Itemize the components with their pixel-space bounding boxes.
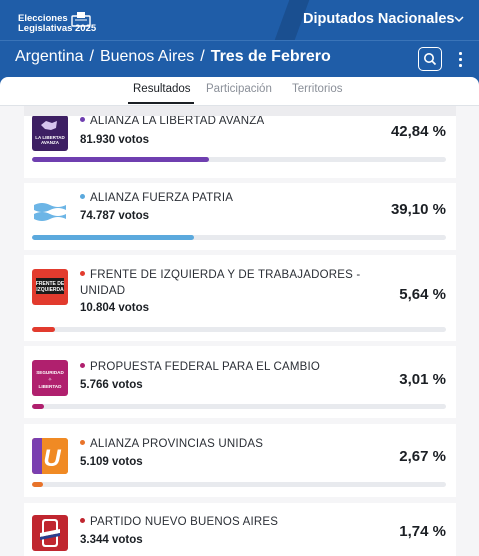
chevron-down-icon[interactable] — [454, 14, 464, 24]
chamber-selector[interactable]: Diputados Nacionales — [303, 11, 455, 27]
vote-count: 5.766 votos — [80, 379, 143, 391]
tab-bar: Resultados Participación Territorios — [0, 77, 479, 105]
result-card[interactable]: ALIANZA FUERZA PATRIA 74.787 votos 39,10… — [24, 183, 456, 250]
election-brand-logo[interactable]: Elecciones Legislativas 2025 — [18, 14, 100, 34]
party-logo-provincias-unidas: U — [32, 438, 68, 474]
svg-text:U: U — [43, 445, 61, 472]
result-card[interactable]: U ALIANZA PROVINCIAS UNIDAS 5.109 votos … — [24, 424, 456, 497]
fit-logo-text-1: FRENTE DE — [36, 281, 65, 287]
party-name-text: PARTIDO NUEVO BUENOS AIRES — [90, 516, 279, 528]
search-button[interactable] — [418, 47, 442, 71]
vote-bar-track — [32, 404, 446, 409]
search-icon — [424, 53, 437, 66]
fit-logo-text-2: IZQUIERDA — [36, 287, 64, 293]
vote-bar-track — [32, 482, 446, 487]
breadcrumb-separator: / — [200, 48, 205, 65]
party-logo-propuesta-federal: SEGURIDAD ✧ LIBERTAD — [32, 360, 68, 396]
party-logo-nuevo-buenos-aires — [32, 515, 68, 551]
party-name: ALIANZA LA LIBERTAD AVANZA — [80, 113, 370, 129]
pf-logo-text-2: LIBERTAD — [39, 384, 63, 389]
breadcrumb-separator: / — [89, 48, 94, 65]
vote-count: 5.109 votos — [80, 456, 143, 468]
party-name: ALIANZA PROVINCIAS UNIDAS — [80, 436, 370, 452]
brand-line1: Elecciones — [18, 13, 68, 24]
party-name-text: PROPUESTA FEDERAL PARA EL CAMBIO — [90, 361, 321, 373]
party-logo-lla: LA LIBERTAD AVANZA — [32, 115, 68, 151]
party-color-dot — [80, 271, 85, 276]
pf-logo-text-1: SEGURIDAD — [36, 370, 64, 375]
party-color-dot — [80, 194, 85, 199]
party-name-text: ALIANZA LA LIBERTAD AVANZA — [90, 115, 265, 127]
vote-count: 10.804 votos — [80, 302, 150, 314]
vote-bar-track — [32, 235, 446, 240]
tabs-divider — [0, 105, 479, 106]
party-name: ALIANZA FUERZA PATRIA — [80, 190, 370, 206]
header-top-bar: Elecciones Legislativas 2025 Diputados N… — [0, 0, 479, 40]
tab-resultados[interactable]: Resultados — [133, 83, 191, 95]
party-logo-fit: FRENTE DE IZQUIERDA — [32, 269, 68, 305]
svg-text:✧: ✧ — [48, 377, 52, 383]
vote-percentage: 3,01 % — [399, 371, 446, 388]
nuevo-ba-logo-icon — [40, 519, 60, 547]
party-name: FRENTE DE IZQUIERDA Y DE TRABAJADORES - … — [80, 267, 370, 299]
party-name: PROPUESTA FEDERAL PARA EL CAMBIO — [80, 359, 370, 375]
flag-stripes-icon — [34, 203, 66, 221]
party-name: PARTIDO NUEVO BUENOS AIRES — [80, 514, 370, 530]
vote-bar-track — [32, 327, 446, 332]
vote-percentage: 5,64 % — [399, 286, 446, 303]
tab-participacion[interactable]: Participación — [206, 83, 272, 95]
party-color-dot — [80, 363, 85, 368]
results-list[interactable]: LA LIBERTAD AVANZA ALIANZA LA LIBERTAD A… — [0, 106, 479, 556]
vote-percentage: 1,74 % — [399, 523, 446, 540]
ballot-box-icon — [71, 12, 91, 27]
more-options-icon[interactable] — [456, 50, 464, 68]
party-name-text: FRENTE DE IZQUIERDA Y DE TRABAJADORES - … — [80, 269, 361, 297]
scroll-fade — [24, 106, 456, 116]
breadcrumb-municipality: Tres de Febrero — [210, 48, 331, 65]
result-card[interactable]: PARTIDO NUEVO BUENOS AIRES 3.344 votos 1… — [24, 503, 456, 556]
result-card[interactable]: FRENTE DE IZQUIERDA FRENTE DE IZQUIERDA … — [24, 255, 456, 341]
vote-count: 3.344 votos — [80, 534, 143, 546]
active-tab-indicator — [128, 102, 194, 104]
vote-bar-fill — [32, 404, 45, 409]
party-color-dot — [80, 117, 85, 122]
result-card[interactable]: SEGURIDAD ✧ LIBERTAD PROPUESTA FEDERAL P… — [24, 346, 456, 418]
vote-bar-track — [32, 157, 446, 162]
lla-logo-text-1: LA LIBERTAD — [35, 135, 65, 140]
vote-bar-fill — [32, 327, 56, 332]
tab-territorios[interactable]: Territorios — [292, 83, 343, 95]
provincias-unidas-u-icon: U — [32, 438, 68, 474]
fit-logo-icon: FRENTE DE IZQUIERDA — [36, 278, 65, 294]
party-logo-fuerza-patria — [32, 194, 68, 230]
result-card[interactable]: LA LIBERTAD AVANZA ALIANZA LA LIBERTAD A… — [24, 106, 456, 178]
party-name-text: ALIANZA PROVINCIAS UNIDAS — [90, 438, 264, 450]
vote-bar-fill — [32, 235, 194, 240]
vote-count: 81.930 votos — [80, 134, 150, 146]
lla-logo-text-2: AVANZA — [41, 140, 60, 145]
party-color-dot — [80, 518, 85, 523]
brand-line2: Legislativas 2025 — [18, 23, 97, 34]
vote-percentage: 39,10 % — [390, 201, 446, 218]
breadcrumb-country[interactable]: Argentina — [15, 48, 84, 65]
vote-count: 74.787 votos — [80, 210, 150, 222]
vote-percentage: 42,84 % — [390, 123, 446, 140]
vote-bar-fill — [32, 482, 44, 487]
party-name-text: ALIANZA FUERZA PATRIA — [90, 192, 234, 204]
vote-percentage: 2,67 % — [399, 448, 446, 465]
breadcrumb-province[interactable]: Buenos Aires — [99, 48, 195, 65]
vote-bar-fill — [32, 157, 210, 162]
seguridad-libertad-logo-icon: SEGURIDAD ✧ LIBERTAD — [36, 370, 64, 389]
header-divider — [0, 40, 479, 41]
party-color-dot — [80, 440, 85, 445]
lion-logo-icon: LA LIBERTAD AVANZA — [35, 121, 65, 145]
breadcrumb: Argentina / Buenos Aires / Tres de Febrero — [15, 48, 331, 66]
